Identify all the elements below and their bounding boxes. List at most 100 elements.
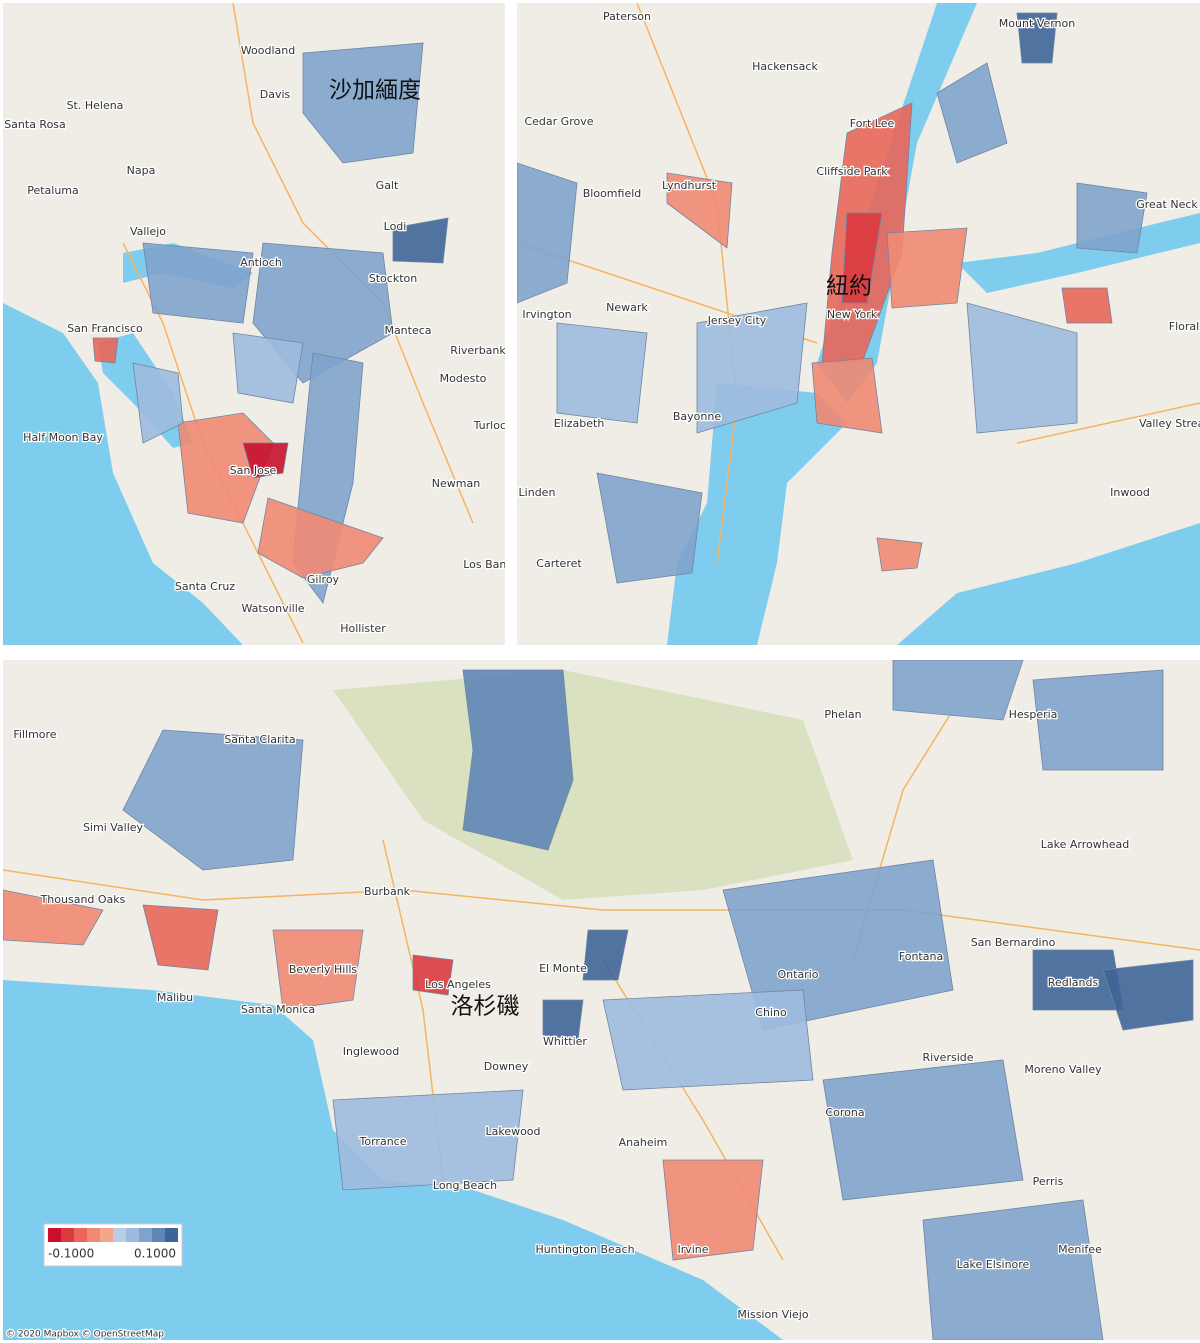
- legend-swatch: [126, 1228, 139, 1242]
- ocean: [3, 303, 243, 645]
- place-label: Beverly Hills: [289, 963, 358, 976]
- place-label: Thousand Oaks: [40, 893, 126, 906]
- place-label: Stockton: [369, 272, 417, 285]
- region-label: 沙加緬度: [329, 78, 421, 104]
- place-label: Riverbank: [450, 344, 505, 357]
- place-label: Lake Arrowhead: [1041, 838, 1129, 851]
- place-label: Burbank: [364, 885, 411, 898]
- region: [1032, 669, 1164, 771]
- legend-swatch: [74, 1228, 87, 1242]
- place-label: Floral: [1169, 320, 1199, 333]
- place-label: St. Helena: [67, 99, 124, 112]
- region: [822, 1059, 1024, 1201]
- region: [922, 1199, 1104, 1340]
- legend-swatch: [87, 1228, 100, 1242]
- legend-swatch: [165, 1228, 178, 1242]
- sound: [897, 213, 1200, 645]
- place-label: Hesperia: [1009, 708, 1058, 721]
- region: [666, 172, 733, 249]
- place-label: Irvine: [677, 1243, 708, 1256]
- place-label: Lyndhurst: [662, 179, 717, 192]
- place-label: Fort Lee: [850, 117, 895, 130]
- region: [1102, 959, 1194, 1031]
- place-label: Corona: [825, 1106, 864, 1119]
- region: [232, 332, 304, 404]
- region: [257, 497, 384, 579]
- region-label: 紐約: [826, 274, 872, 300]
- place-label: Inwood: [1110, 486, 1150, 499]
- legend-swatch: [100, 1228, 113, 1242]
- place-label: Redlands: [1048, 976, 1099, 989]
- place-label: Mission Viejo: [737, 1308, 808, 1321]
- place-label: Gilroy: [307, 573, 340, 586]
- legend-tick-label: 0.1000: [134, 1247, 176, 1261]
- place-label: Lake Elsinore: [957, 1258, 1030, 1271]
- place-label: New York: [827, 308, 878, 321]
- place-label: Carteret: [536, 557, 582, 570]
- place-label: Moreno Valley: [1024, 1063, 1102, 1076]
- place-label: Galt: [376, 179, 399, 192]
- place-label: Napa: [127, 164, 156, 177]
- region: [876, 537, 923, 572]
- place-label: Jersey City: [707, 314, 767, 327]
- place-label: Antioch: [240, 256, 282, 269]
- region: [302, 42, 424, 164]
- place-label: Fillmore: [13, 728, 56, 741]
- place-label: Valley Stream: [1139, 417, 1200, 430]
- region: [542, 999, 584, 1041]
- legend-swatch: [61, 1228, 74, 1242]
- place-label: Los Banos: [463, 558, 505, 571]
- place-label: Hackensack: [752, 60, 818, 73]
- place-label: Turlock: [473, 419, 505, 432]
- place-label: Santa Monica: [241, 1003, 315, 1016]
- region-label: 洛杉磯: [451, 994, 520, 1020]
- map-panel: Paterson Hackensack Cedar Grove Fort Lee Cli…: [517, 3, 1200, 645]
- place-label: Mount Vernon: [999, 17, 1075, 30]
- region: [1076, 182, 1148, 254]
- place-label: Phelan: [824, 708, 861, 721]
- legend-swatch: [139, 1228, 152, 1242]
- place-label: Newark: [606, 301, 648, 314]
- region: [841, 212, 883, 304]
- place-label: Bloomfield: [583, 187, 642, 200]
- place-label: Anaheim: [619, 1136, 668, 1149]
- place-label: Vallejo: [130, 225, 166, 238]
- place-label: Long Beach: [433, 1179, 497, 1192]
- region: [886, 227, 968, 309]
- place-label: Santa Clarita: [224, 733, 295, 746]
- region: [177, 412, 274, 524]
- bay: [667, 383, 847, 645]
- place-label: Fontana: [899, 950, 943, 963]
- place-label: Simi Valley: [83, 821, 144, 834]
- place-label: Irvington: [522, 308, 571, 321]
- place-label: Lakewood: [485, 1125, 540, 1138]
- place-label: El Monte: [539, 962, 587, 975]
- bay: [98, 243, 253, 448]
- region: [142, 904, 219, 971]
- place-label: San Bernardino: [971, 936, 1056, 949]
- place-label: San Francisco: [67, 322, 143, 335]
- place-label: Manteca: [384, 324, 431, 337]
- place-label: Bayonne: [673, 410, 721, 423]
- place-label: Cliffside Park: [816, 165, 888, 178]
- region: [122, 729, 304, 871]
- place-label: Linden: [519, 486, 556, 499]
- region: [582, 929, 629, 981]
- map-panel: Fillmore Santa Clarita Simi Valley Thousand…: [3, 660, 1200, 1340]
- place-label: Newman: [432, 477, 480, 490]
- region: [517, 162, 578, 304]
- region: [242, 442, 289, 479]
- ocean: [3, 980, 783, 1340]
- place-label: Downey: [484, 1060, 529, 1073]
- region: [142, 242, 254, 324]
- place-label: Ontario: [778, 968, 819, 981]
- region: [662, 1159, 764, 1261]
- region: [3, 889, 104, 946]
- place-label: Watsonville: [241, 602, 304, 615]
- region: [92, 337, 119, 364]
- place-label: Great Neck: [1136, 198, 1198, 211]
- region: [966, 302, 1078, 434]
- place-label: Malibu: [157, 991, 193, 1004]
